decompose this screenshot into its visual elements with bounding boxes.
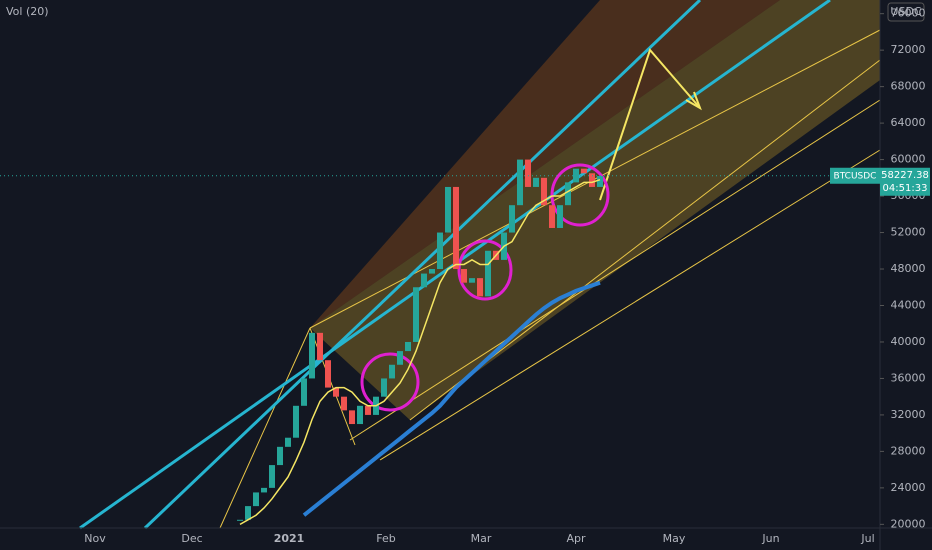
y-tick-label: 72000	[891, 43, 926, 56]
y-tick-label: 68000	[891, 80, 926, 93]
candle	[525, 159, 531, 187]
symbol: BTCUSDC	[834, 171, 877, 181]
arrow-head	[685, 91, 702, 111]
arrow	[599, 48, 701, 201]
fork-line	[379, 149, 881, 461]
y-tick-label: 76000	[891, 7, 926, 20]
candle	[517, 159, 523, 206]
last-price: 58227.38	[881, 170, 929, 181]
x-tick-label: Dec	[181, 532, 202, 545]
candle	[565, 182, 571, 206]
y-tick-label: 60000	[891, 153, 926, 166]
fork-handle	[219, 327, 311, 529]
x-tick-label: Nov	[84, 532, 106, 545]
candle	[541, 177, 547, 206]
candle	[237, 519, 243, 521]
candle	[477, 278, 483, 297]
candle	[333, 387, 339, 397]
y-tick-label: 44000	[891, 298, 926, 311]
candle	[509, 205, 515, 233]
x-tick-label: May	[663, 532, 686, 545]
fan-area	[310, 0, 780, 328]
y-tick-label: 48000	[891, 262, 926, 275]
candle	[581, 168, 587, 174]
x-tick-label: Jun	[761, 532, 779, 545]
candle	[421, 273, 427, 288]
candle	[365, 405, 371, 415]
candle	[445, 186, 451, 233]
highlight-circle	[550, 163, 610, 227]
candle	[309, 332, 315, 379]
moving-average	[239, 178, 601, 526]
candle	[245, 506, 251, 520]
x-tick-label: Apr	[566, 532, 586, 545]
currency-box	[887, 2, 925, 22]
y-tick-label: 40000	[891, 335, 926, 348]
candle	[357, 405, 363, 425]
symbol-tag	[830, 167, 880, 184]
candle	[381, 378, 387, 397]
indicator-label: Vol (20)	[6, 5, 49, 18]
candle	[597, 176, 603, 187]
candle	[389, 364, 395, 379]
candle	[557, 205, 563, 228]
candle	[413, 287, 419, 342]
candle	[549, 205, 555, 228]
candle	[469, 278, 475, 283]
candle	[405, 341, 411, 352]
candle	[349, 410, 355, 425]
moving-average	[302, 280, 601, 517]
x-tick-label: Jul	[860, 532, 874, 545]
y-tick-label: 36000	[891, 371, 926, 384]
highlight-circle	[457, 239, 513, 301]
candle	[261, 487, 267, 493]
price-tag	[880, 167, 930, 196]
highlight-circle	[360, 352, 420, 412]
countdown: 04:51:33	[883, 183, 928, 194]
y-tick-label: 52000	[891, 226, 926, 239]
candle	[437, 232, 443, 270]
candle	[533, 177, 539, 187]
candle	[485, 250, 491, 297]
y-tick-label: 64000	[891, 116, 926, 129]
candle	[453, 186, 459, 270]
y-tick-label: 28000	[891, 444, 926, 457]
candle	[461, 269, 467, 283]
candle	[317, 332, 323, 361]
candle	[285, 437, 291, 447]
candle	[589, 173, 595, 187]
y-tick-label: 20000	[891, 517, 926, 530]
candle	[301, 378, 307, 406]
candle	[253, 492, 259, 507]
candle	[325, 360, 331, 388]
x-tick-label: Mar	[471, 532, 492, 545]
y-tick-label: 24000	[891, 481, 926, 494]
candle	[341, 396, 347, 411]
candle	[429, 269, 435, 274]
fork-line	[349, 99, 881, 441]
candle	[269, 465, 275, 488]
channel-upper	[143, 0, 702, 530]
candle	[397, 351, 403, 365]
candle	[277, 446, 283, 466]
currency: USDC	[890, 5, 922, 18]
candle	[293, 405, 299, 438]
x-tick-label: Feb	[376, 532, 395, 545]
x-tick-label: 2021	[274, 532, 305, 545]
y-tick-label: 32000	[891, 408, 926, 421]
